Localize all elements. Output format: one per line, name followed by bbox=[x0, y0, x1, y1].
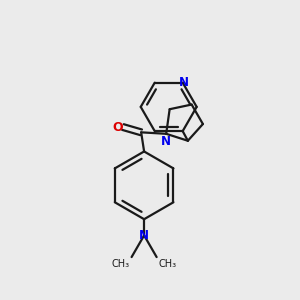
Text: O: O bbox=[112, 121, 123, 134]
Text: N: N bbox=[139, 229, 149, 242]
Text: N: N bbox=[179, 76, 189, 89]
Text: CH₃: CH₃ bbox=[111, 259, 129, 269]
Text: CH₃: CH₃ bbox=[159, 259, 177, 269]
Text: N: N bbox=[161, 135, 171, 148]
